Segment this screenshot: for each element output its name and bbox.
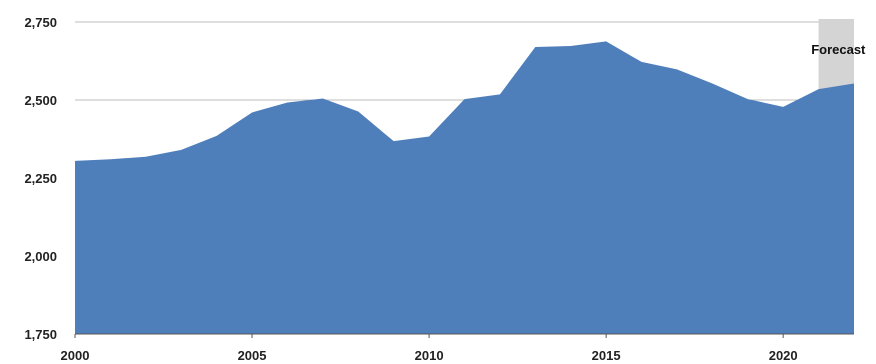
y-tick-label-0: 1,750 bbox=[24, 327, 57, 342]
y-tick-labels: 1,750 2,000 2,250 2,500 2,750 bbox=[24, 15, 57, 342]
x-tick-label-0: 2000 bbox=[61, 348, 90, 363]
x-tick-label-3: 2015 bbox=[592, 348, 621, 363]
forecast-label: Forecast bbox=[811, 42, 866, 57]
series-area bbox=[75, 41, 854, 335]
axes bbox=[74, 333, 854, 338]
x-tick-label-4: 2020 bbox=[769, 348, 798, 363]
y-tick-label-1: 2,000 bbox=[24, 249, 57, 264]
area-series bbox=[75, 41, 854, 335]
y-tick-label-3: 2,500 bbox=[24, 93, 57, 108]
y-tick-label-4: 2,750 bbox=[24, 15, 57, 30]
x-tick-label-2: 2010 bbox=[415, 348, 444, 363]
x-tick-label-1: 2005 bbox=[238, 348, 267, 363]
y-tick-label-2: 2,250 bbox=[24, 171, 57, 186]
x-tick-labels: 2000 2005 2010 2015 2020 bbox=[61, 348, 798, 363]
